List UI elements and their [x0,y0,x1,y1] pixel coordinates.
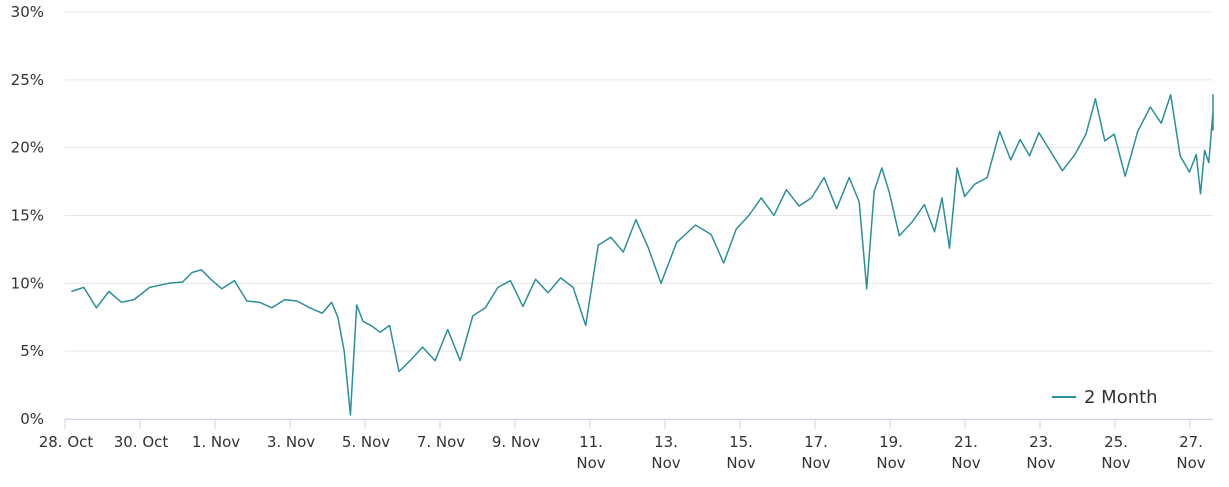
x-tick-label: 23. Nov [1026,433,1055,472]
legend[interactable]: 2 Month [1052,387,1158,408]
x-tick-label: 9. Nov [492,433,540,451]
x-tick-label: 17. Nov [801,433,830,472]
y-tick-label: 5% [20,342,44,360]
y-tick-label: 30% [11,3,44,21]
series-line-2-month [71,94,1214,416]
y-tick-label: 20% [11,139,44,157]
x-tick-label: 5. Nov [342,433,390,451]
y-tick-label: 25% [11,71,44,89]
x-tick-label: 11. Nov [576,433,605,472]
x-tick-label: 28. Oct [39,433,94,451]
gridlines [65,11,1213,420]
x-tick-label: 7. Nov [417,433,465,451]
x-tick-label: 15. Nov [726,433,755,472]
x-tick-label: 27. Nov [1176,433,1205,472]
legend-label-2-month: 2 Month [1084,387,1158,408]
x-tick-label: 30. Oct [114,433,169,451]
x-tick-label: 21. Nov [951,433,980,472]
y-tick-label: 15% [11,207,44,225]
x-tick-label: 25. Nov [1101,433,1130,472]
y-tick-label: 10% [11,274,44,292]
y-axis: 0% 5% 10% 15% 20% 25% 30% [11,3,44,428]
x-axis: 28. Oct 30. Oct 1. Nov 3. Nov 5. Nov 7. Nov 9.… [39,419,1213,472]
x-tick-label: 13. Nov [651,433,680,472]
x-tick-label: 1. Nov [192,433,240,451]
x-tick-label: 3. Nov [267,433,315,451]
series-layer [71,94,1214,416]
y-tick-label: 0% [20,410,44,428]
x-tick-label: 19. Nov [876,433,905,472]
